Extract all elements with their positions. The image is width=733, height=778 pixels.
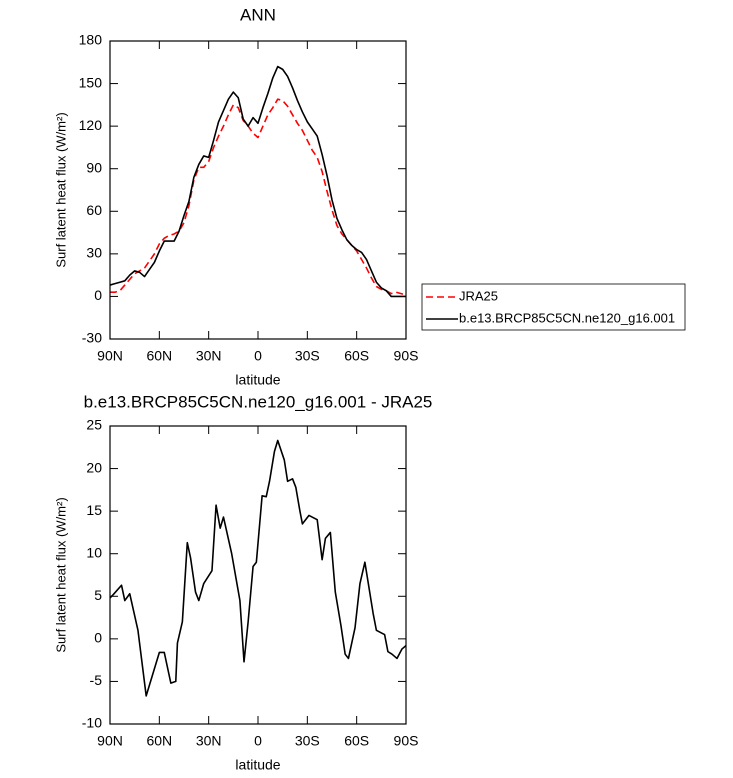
data-line	[109, 439, 407, 697]
y-tick-label: 90	[86, 159, 102, 175]
x-tick-label: 90N	[97, 348, 123, 364]
legend-label: b.e13.BRCP85C5CN.ne120_g16.001	[459, 310, 675, 325]
x-axis-label: latitude	[235, 757, 280, 773]
x-tick-label: 60N	[146, 348, 172, 364]
x-axis-label: latitude	[235, 372, 280, 388]
x-tick-label: 30N	[196, 733, 222, 749]
y-axis-label: Surf latent heat flux (W/m²)	[53, 112, 68, 267]
x-tick-label: 90S	[394, 348, 419, 364]
y-tick-label: 0	[94, 630, 102, 646]
x-tick-label: 60S	[344, 348, 369, 364]
y-tick-label: -10	[82, 715, 102, 731]
y-tick-label: 30	[86, 245, 102, 261]
x-tick-label: 0	[254, 348, 262, 364]
y-axis-label: Surf latent heat flux (W/m²)	[53, 497, 68, 652]
x-tick-label: 0	[254, 733, 262, 749]
chart-title: ANN	[240, 5, 276, 24]
y-tick-label: -30	[82, 330, 102, 346]
x-tick-label: 60S	[344, 733, 369, 749]
chart-title: b.e13.BRCP85C5CN.ne120_g16.001 - JRA25	[84, 392, 433, 411]
y-tick-label: -5	[90, 672, 103, 688]
plot-frame	[109, 425, 407, 725]
legend: JRA25 b.e13.BRCP85C5CN.ne120_g16.001	[421, 283, 686, 331]
x-tick-label: 90S	[394, 733, 419, 749]
data-line	[110, 98, 407, 296]
y-tick-label: 180	[79, 32, 103, 48]
y-tick-label: 10	[86, 544, 102, 560]
y-tick-label: 20	[86, 459, 102, 475]
x-tick-label: 60N	[146, 733, 172, 749]
y-tick-label: 150	[79, 74, 103, 90]
y-tick-label: 60	[86, 202, 102, 218]
y-tick-label: 15	[86, 502, 102, 518]
y-tick-label: 25	[86, 417, 102, 433]
legend-box	[421, 283, 686, 331]
x-tick-label: 30S	[295, 733, 320, 749]
y-tick-label: 120	[79, 117, 103, 133]
x-tick-label: 30S	[295, 348, 320, 364]
x-tick-label: 90N	[97, 733, 123, 749]
y-tick-label: 5	[94, 587, 102, 603]
y-tick-label: 0	[94, 287, 102, 303]
plot-frame	[109, 40, 407, 340]
data-line	[109, 65, 406, 298]
x-tick-label: 30N	[196, 348, 222, 364]
legend-label: JRA25	[459, 288, 498, 303]
